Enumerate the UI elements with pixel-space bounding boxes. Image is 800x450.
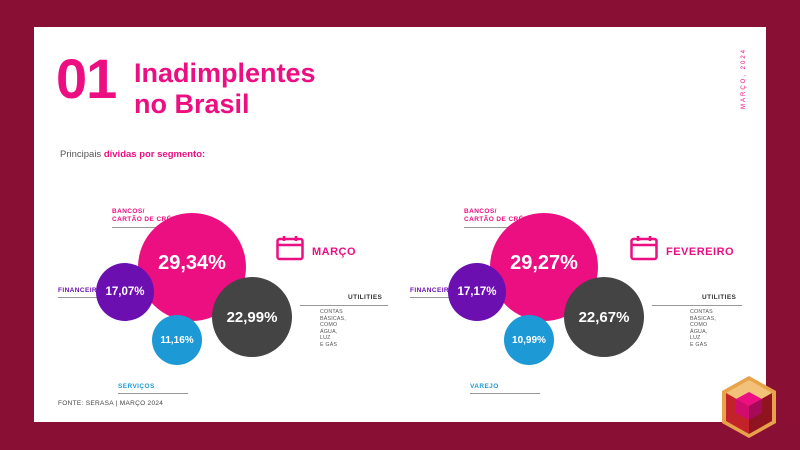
subtitle: Principais dívidas por segmento: (60, 149, 205, 160)
fin-leader-line (58, 297, 114, 298)
section-number: 01 (56, 47, 117, 110)
util-label: UTILITIES (348, 294, 383, 301)
banks-label-line-1: BANCOS/ (112, 208, 145, 215)
util-leader-line (652, 305, 742, 306)
slide: 01 Inadimplentes no Brasil MARÇO, 2024 P… (34, 27, 766, 422)
util-desc-line-3: E GÁS (690, 341, 708, 348)
group-february: BANCOS/ CARTÃO DE CRÉDITO FEVEREIRO 29,2… (352, 27, 742, 422)
util-label: UTILITIES (702, 294, 737, 301)
month-label: FEVEREIRO (666, 246, 735, 258)
util-desc-line-1: CONTAS BÁSICAS, (690, 309, 717, 322)
fin-circle: 17,07% (96, 263, 154, 321)
page-title: Inadimplentes no Brasil (134, 58, 316, 120)
small-leader-line (470, 393, 540, 394)
util-description: CONTAS BÁSICAS, COMO ÁGUA, LUZ E GÁS (320, 309, 346, 348)
banks-label-line-2: CARTÃO DE CRÉDITO (464, 216, 541, 223)
small-segment-circle: 10,99% (504, 315, 554, 365)
banks-label: BANCOS/ CARTÃO DE CRÉDITO (464, 208, 540, 224)
banks-leader-line (464, 227, 534, 228)
util-circle: 22,99% (212, 277, 292, 357)
util-desc-line-2: COMO ÁGUA, LUZ (690, 322, 708, 341)
title-line-2: no Brasil (134, 89, 250, 119)
util-desc-line-3: E GÁS (320, 341, 338, 348)
title-line-1: Inadimplentes (134, 58, 316, 88)
util-desc-line-2: COMO ÁGUA, LUZ (320, 322, 338, 341)
vertical-date: MARÇO, 2024 (738, 47, 752, 109)
util-desc-line-1: CONTAS BÁSICAS, (320, 309, 347, 322)
vertical-date-text: MARÇO, 2024 (741, 47, 747, 109)
banks-label-line-1: BANCOS/ (464, 208, 497, 215)
brand-cube-logo (718, 374, 780, 440)
calendar-icon (276, 235, 304, 261)
source-footer: FONTE: SERASA | MARÇO 2024 (58, 400, 164, 407)
small-segment-label: VAREJO (470, 383, 499, 390)
fin-label: FINANCEIRAS (58, 287, 107, 294)
small-segment-circle: 11,16% (152, 315, 202, 365)
fin-label: FINANCEIRAS (410, 287, 459, 294)
banks-label-line-2: CARTÃO DE CRÉDITO (112, 216, 189, 223)
banks-leader-line (112, 227, 182, 228)
calendar-icon (630, 235, 658, 261)
util-leader-line (300, 305, 388, 306)
small-segment-label: SERVIÇOS (118, 383, 155, 390)
banks-label: BANCOS/ CARTÃO DE CRÉDITO (112, 208, 188, 224)
util-description: CONTAS BÁSICAS, COMO ÁGUA, LUZ E GÁS (690, 309, 716, 348)
subtitle-highlight: dívidas por segmento: (103, 149, 206, 160)
fin-leader-line (410, 297, 466, 298)
month-label: MARÇO (312, 246, 357, 258)
fin-circle: 17,17% (448, 263, 506, 321)
group-march: BANCOS/ CARTÃO DE CRÉDITO MARÇO 29,34% F… (34, 27, 388, 422)
subtitle-prefix: Principais (60, 149, 104, 160)
util-circle: 22,67% (564, 277, 644, 357)
small-leader-line (118, 393, 188, 394)
